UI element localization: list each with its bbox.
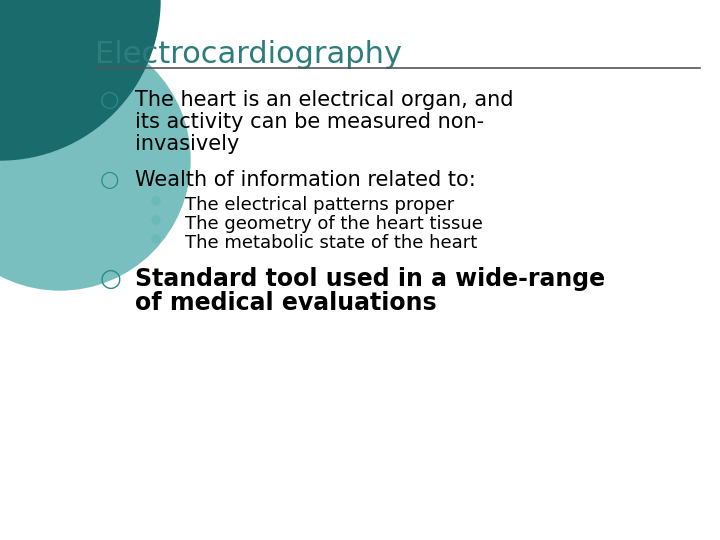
Circle shape bbox=[0, 0, 160, 160]
Text: of medical evaluations: of medical evaluations bbox=[135, 291, 436, 315]
Text: The electrical patterns proper: The electrical patterns proper bbox=[185, 196, 454, 214]
Text: ○: ○ bbox=[100, 267, 122, 291]
Text: Standard tool used in a wide-range: Standard tool used in a wide-range bbox=[135, 267, 605, 291]
Circle shape bbox=[0, 30, 190, 290]
Circle shape bbox=[152, 235, 160, 243]
Text: ○: ○ bbox=[100, 90, 120, 110]
Circle shape bbox=[152, 216, 160, 224]
Text: invasively: invasively bbox=[135, 134, 239, 154]
Text: The metabolic state of the heart: The metabolic state of the heart bbox=[185, 234, 477, 252]
Circle shape bbox=[152, 197, 160, 205]
Text: ○: ○ bbox=[100, 170, 120, 190]
Text: Electrocardiography: Electrocardiography bbox=[95, 40, 402, 69]
Text: its activity can be measured non-: its activity can be measured non- bbox=[135, 112, 484, 132]
Text: Wealth of information related to:: Wealth of information related to: bbox=[135, 170, 476, 190]
Text: The heart is an electrical organ, and: The heart is an electrical organ, and bbox=[135, 90, 513, 110]
Text: The geometry of the heart tissue: The geometry of the heart tissue bbox=[185, 215, 483, 233]
